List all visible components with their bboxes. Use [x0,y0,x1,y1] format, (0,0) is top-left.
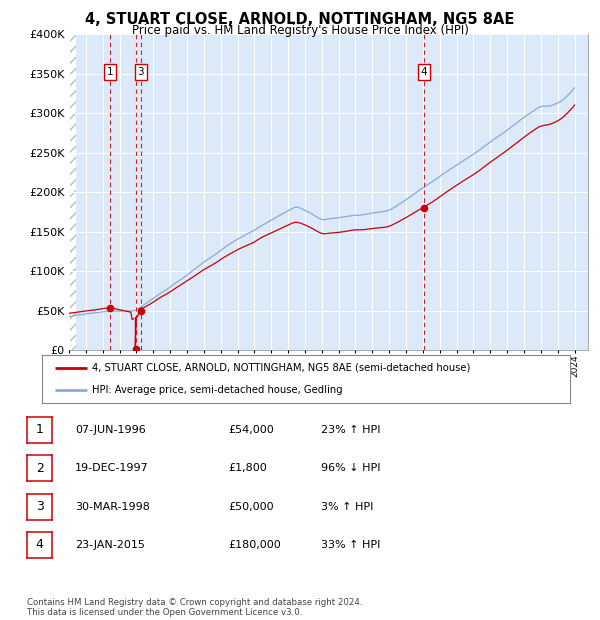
Text: 3: 3 [35,500,44,513]
Text: 23% ↑ HPI: 23% ↑ HPI [321,425,380,435]
Text: 4: 4 [35,539,44,551]
Text: 1: 1 [107,67,113,77]
Text: 33% ↑ HPI: 33% ↑ HPI [321,540,380,550]
Text: This data is licensed under the Open Government Licence v3.0.: This data is licensed under the Open Gov… [27,608,302,617]
Text: Price paid vs. HM Land Registry's House Price Index (HPI): Price paid vs. HM Land Registry's House … [131,24,469,37]
Text: 4, STUART CLOSE, ARNOLD, NOTTINGHAM, NG5 8AE (semi-detached house): 4, STUART CLOSE, ARNOLD, NOTTINGHAM, NG5… [92,363,470,373]
Text: 4, STUART CLOSE, ARNOLD, NOTTINGHAM, NG5 8AE: 4, STUART CLOSE, ARNOLD, NOTTINGHAM, NG5… [85,12,515,27]
Text: £50,000: £50,000 [228,502,274,512]
Text: 1: 1 [35,423,44,436]
Text: 2: 2 [35,462,44,474]
Text: 19-DEC-1997: 19-DEC-1997 [75,463,149,473]
Text: 23-JAN-2015: 23-JAN-2015 [75,540,145,550]
Text: Contains HM Land Registry data © Crown copyright and database right 2024.: Contains HM Land Registry data © Crown c… [27,598,362,607]
Text: HPI: Average price, semi-detached house, Gedling: HPI: Average price, semi-detached house,… [92,385,343,395]
Text: 4: 4 [421,67,427,77]
Text: 3: 3 [137,67,144,77]
Text: 07-JUN-1996: 07-JUN-1996 [75,425,146,435]
Text: 30-MAR-1998: 30-MAR-1998 [75,502,150,512]
Text: 96% ↓ HPI: 96% ↓ HPI [321,463,380,473]
Text: £1,800: £1,800 [228,463,267,473]
Text: 3% ↑ HPI: 3% ↑ HPI [321,502,373,512]
Text: £54,000: £54,000 [228,425,274,435]
Text: £180,000: £180,000 [228,540,281,550]
